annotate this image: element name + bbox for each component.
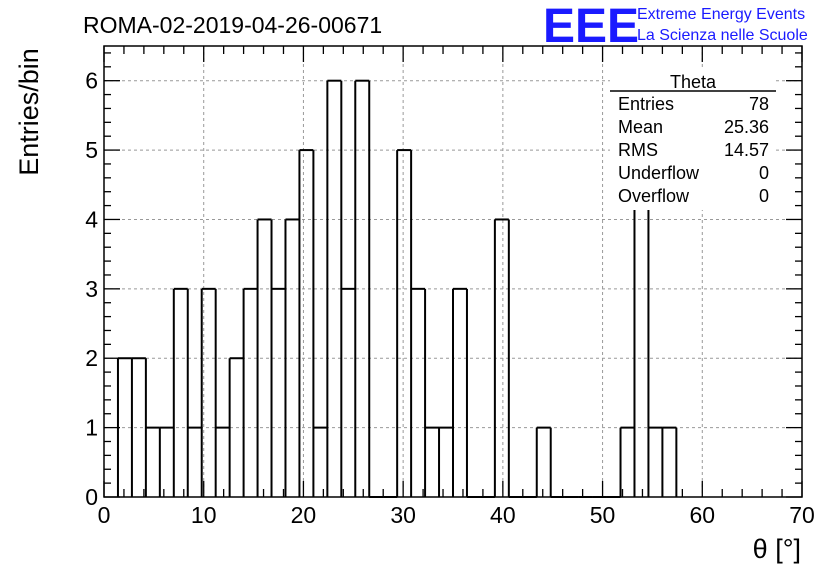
y-tick-label: 0 bbox=[85, 484, 98, 510]
axis-ticks bbox=[103, 46, 803, 498]
x-tick-label: 60 bbox=[689, 502, 715, 528]
y-axis-label: Entries/bin bbox=[14, 48, 44, 176]
y-tick-label: 5 bbox=[85, 137, 98, 163]
x-tick-label: 40 bbox=[490, 502, 516, 528]
stat-label-rms: RMS bbox=[618, 140, 658, 160]
x-tick-label: 20 bbox=[291, 502, 317, 528]
x-axis-label: θ [°] bbox=[753, 534, 801, 564]
eee-logo-mark: EEE bbox=[543, 0, 639, 53]
y-tick-label: 2 bbox=[85, 345, 98, 371]
logo-line-1: Extreme Energy Events bbox=[637, 6, 805, 23]
stat-label-overflow: Overflow bbox=[618, 186, 690, 206]
stat-label-mean: Mean bbox=[618, 117, 663, 137]
histogram-series bbox=[116, 79, 678, 498]
x-tick-label: 30 bbox=[390, 502, 416, 528]
logo-line-2: La Scienza nelle Scuole bbox=[637, 27, 808, 44]
y-tick-label: 4 bbox=[85, 206, 98, 232]
chart-title: ROMA-02-2019-04-26-00671 bbox=[83, 12, 382, 38]
stat-value-rms: 14.57 bbox=[724, 140, 769, 160]
x-tick-label: 70 bbox=[789, 502, 815, 528]
stat-value-entries: 78 bbox=[749, 94, 769, 114]
stat-value-overflow: 0 bbox=[759, 186, 769, 206]
stat-label-underflow: Underflow bbox=[618, 163, 700, 183]
y-tick-label: 3 bbox=[85, 276, 98, 302]
stats-box: Theta Entries 78 Mean 25.36 RMS 14.57 Un… bbox=[610, 68, 776, 210]
stat-label-entries: Entries bbox=[618, 94, 674, 114]
x-tick-label: 10 bbox=[191, 502, 217, 528]
y-tick-label: 6 bbox=[85, 68, 98, 94]
stat-value-mean: 25.36 bbox=[724, 117, 769, 137]
stats-title: Theta bbox=[670, 72, 717, 92]
tick-labels: 0 10 20 30 40 50 60 70 0 1 2 3 4 5 6 bbox=[85, 68, 815, 528]
y-tick-label: 1 bbox=[85, 415, 98, 441]
eee-logo: EEE Extreme Energy Events La Scienza nel… bbox=[543, 0, 808, 53]
x-tick-label: 50 bbox=[590, 502, 616, 528]
x-tick-label: 0 bbox=[98, 502, 111, 528]
plot-frame bbox=[103, 45, 803, 498]
stat-value-underflow: 0 bbox=[759, 163, 769, 183]
